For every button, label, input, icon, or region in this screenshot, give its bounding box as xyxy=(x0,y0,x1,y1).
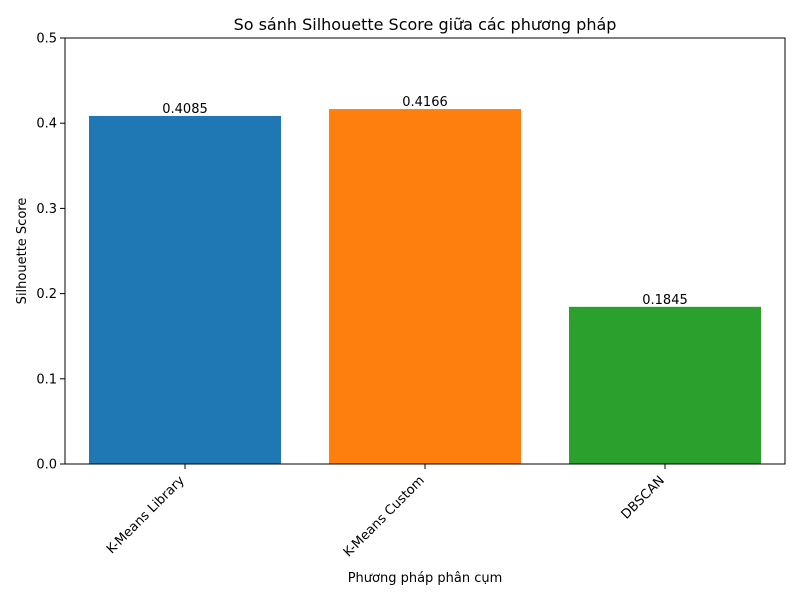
y-tick-label-3: 0.3 xyxy=(36,202,57,217)
y-tick-label-4: 0.4 xyxy=(36,117,57,132)
bars-group xyxy=(89,109,761,465)
y-tick-label-0: 0.0 xyxy=(36,458,57,473)
y-tick-label-1: 0.1 xyxy=(36,372,57,387)
bar-value-label-1: 0.4166 xyxy=(402,95,448,110)
y-tick-label-2: 0.2 xyxy=(36,287,57,302)
bar-2 xyxy=(569,306,761,464)
y-axis: 0.0 0.1 0.2 0.3 0.4 0.5 xyxy=(36,32,65,473)
bar-value-labels-group: 0.4085 0.4166 0.1845 xyxy=(162,95,688,308)
y-axis-label: Silhouette Score xyxy=(15,198,30,305)
chart-title: So sánh Silhouette Score giữa các phương… xyxy=(234,15,617,34)
bar-value-label-2: 0.1845 xyxy=(642,293,688,308)
bar-1 xyxy=(329,109,521,465)
x-axis-label: Phương pháp phân cụm xyxy=(348,571,503,586)
bar-value-label-0: 0.4085 xyxy=(162,102,208,117)
y-tick-label-5: 0.5 xyxy=(36,32,57,47)
bar-0 xyxy=(89,115,281,464)
plot-frame xyxy=(64,37,786,465)
